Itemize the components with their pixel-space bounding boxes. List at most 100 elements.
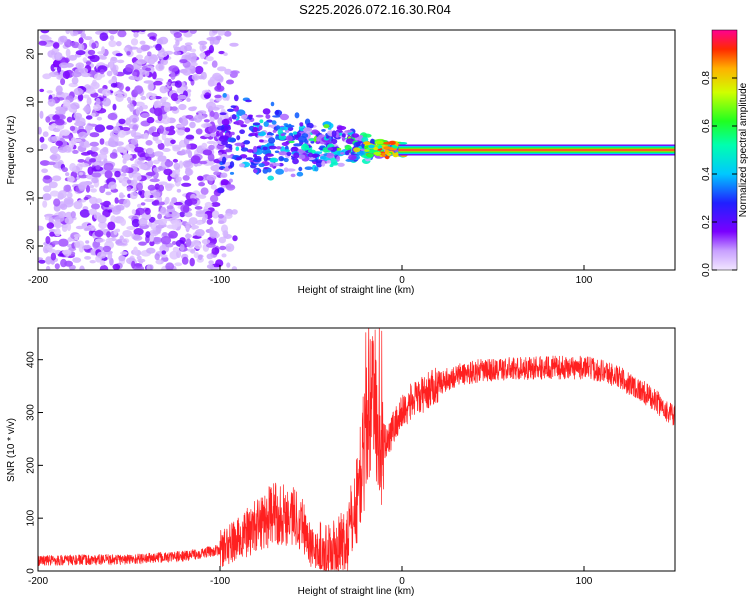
heatmap-cell bbox=[218, 236, 226, 244]
heatmap-cell bbox=[132, 174, 142, 181]
heatmap-cell bbox=[174, 80, 182, 88]
heatmap-cell bbox=[45, 265, 51, 270]
heatmap-cell bbox=[91, 203, 100, 210]
heatmap-cell bbox=[91, 172, 102, 178]
heatmap-cell bbox=[78, 43, 85, 51]
heatmap-cell bbox=[75, 50, 86, 56]
heatmap-cell bbox=[252, 126, 258, 131]
heatmap-y-tick-label: -20 bbox=[26, 238, 37, 253]
heatmap-cell bbox=[108, 30, 119, 35]
heatmap-cell bbox=[211, 30, 219, 34]
heatmap-cell bbox=[46, 90, 53, 94]
heatmap-cell bbox=[210, 164, 221, 172]
heatmap-cell bbox=[157, 142, 165, 150]
heatmap-cell bbox=[222, 156, 227, 164]
heatmap-cell bbox=[82, 244, 92, 250]
heatmap-cell bbox=[61, 224, 68, 232]
heatmap-cell bbox=[239, 129, 246, 134]
heatmap-cell bbox=[44, 216, 50, 221]
heatmap-cell bbox=[327, 147, 334, 151]
heatmap-cell bbox=[49, 154, 58, 160]
heatmap-x-tick-label: -200 bbox=[28, 275, 48, 286]
heatmap-cell bbox=[88, 208, 98, 215]
heatmap-cell bbox=[252, 145, 258, 153]
heatmap-cell bbox=[79, 163, 90, 168]
heatmap-cell bbox=[185, 114, 194, 119]
heatmap-cell bbox=[126, 179, 132, 184]
heatmap-cell bbox=[83, 36, 93, 41]
heatmap-cell bbox=[373, 146, 379, 151]
heatmap-cell bbox=[79, 265, 85, 270]
heatmap-cell bbox=[284, 149, 290, 153]
heatmap-cell bbox=[189, 257, 195, 267]
heatmap-cell bbox=[199, 160, 208, 165]
heatmap-cell bbox=[262, 108, 271, 115]
colorbar-tick-label: 0.6 bbox=[701, 119, 712, 133]
heatmap-cell bbox=[51, 240, 60, 245]
heatmap-cell bbox=[153, 107, 163, 117]
heatmap-cell bbox=[226, 137, 237, 143]
heatmap-cell bbox=[109, 35, 115, 41]
heatmap-cell bbox=[122, 158, 127, 164]
heatmap-cell bbox=[182, 175, 190, 181]
heatmap-cell bbox=[248, 132, 258, 136]
heatmap-cell bbox=[361, 136, 369, 143]
heatmap-cell bbox=[225, 246, 231, 251]
line-chart-x-tick-label: 0 bbox=[399, 576, 405, 587]
heatmap-cell bbox=[122, 230, 133, 238]
heatmap-cell bbox=[103, 162, 114, 171]
heatmap-cell bbox=[214, 94, 222, 99]
heatmap-cell bbox=[160, 206, 167, 215]
heatmap-cell bbox=[153, 199, 160, 205]
heatmap-cell bbox=[206, 243, 216, 248]
heatmap-cell bbox=[189, 121, 196, 129]
heatmap-cell bbox=[374, 140, 384, 145]
heatmap-cell bbox=[321, 160, 326, 167]
heatmap-cell bbox=[170, 139, 176, 145]
heatmap-cell bbox=[172, 246, 180, 253]
heatmap-cell bbox=[182, 205, 190, 213]
heatmap-cell bbox=[195, 210, 205, 215]
heatmap-cell bbox=[55, 85, 63, 94]
heatmap-cell bbox=[53, 198, 61, 207]
heatmap-cell bbox=[181, 149, 186, 155]
heatmap-cell bbox=[91, 161, 100, 166]
heatmap-cell bbox=[130, 38, 139, 46]
heatmap-cell bbox=[278, 151, 288, 156]
heatmap-cell bbox=[201, 142, 208, 149]
heatmap-cell bbox=[94, 230, 104, 237]
heatmap-cell bbox=[121, 178, 128, 187]
heatmap-cell bbox=[325, 135, 330, 139]
heatmap-cell bbox=[108, 138, 115, 147]
heatmap-cell bbox=[108, 181, 117, 190]
heatmap-cell bbox=[99, 265, 109, 270]
heatmap-cell bbox=[82, 57, 88, 62]
heatmap-cell bbox=[227, 108, 235, 113]
heatmap-cell bbox=[153, 80, 163, 86]
heatmap-cell bbox=[50, 190, 60, 197]
heatmap-cell bbox=[177, 94, 187, 100]
heatmap-cell bbox=[225, 143, 233, 148]
heatmap-cell bbox=[200, 187, 209, 195]
heatmap-cell bbox=[146, 116, 155, 124]
heatmap-cell bbox=[231, 114, 237, 120]
heatmap-cell bbox=[137, 203, 142, 208]
heatmap-cell bbox=[161, 155, 167, 160]
heatmap-cell bbox=[314, 166, 319, 172]
heatmap-cell bbox=[368, 144, 375, 149]
snr-series-line bbox=[38, 328, 675, 571]
heatmap-cell bbox=[150, 126, 157, 132]
heatmap-cell bbox=[121, 238, 130, 244]
heatmap-cell bbox=[55, 140, 63, 147]
heatmap-cell bbox=[157, 213, 163, 220]
heatmap-cell bbox=[95, 165, 101, 170]
heatmap-cell bbox=[234, 142, 244, 147]
heatmap-cell bbox=[48, 181, 58, 189]
heatmap-cell bbox=[78, 37, 84, 44]
heatmap-cell bbox=[384, 155, 390, 160]
heatmap-cell bbox=[258, 163, 265, 168]
heatmap-cell bbox=[217, 30, 226, 36]
heatmap-cell bbox=[197, 175, 204, 181]
heatmap-cell bbox=[99, 148, 109, 156]
heatmap-cell bbox=[39, 88, 45, 93]
